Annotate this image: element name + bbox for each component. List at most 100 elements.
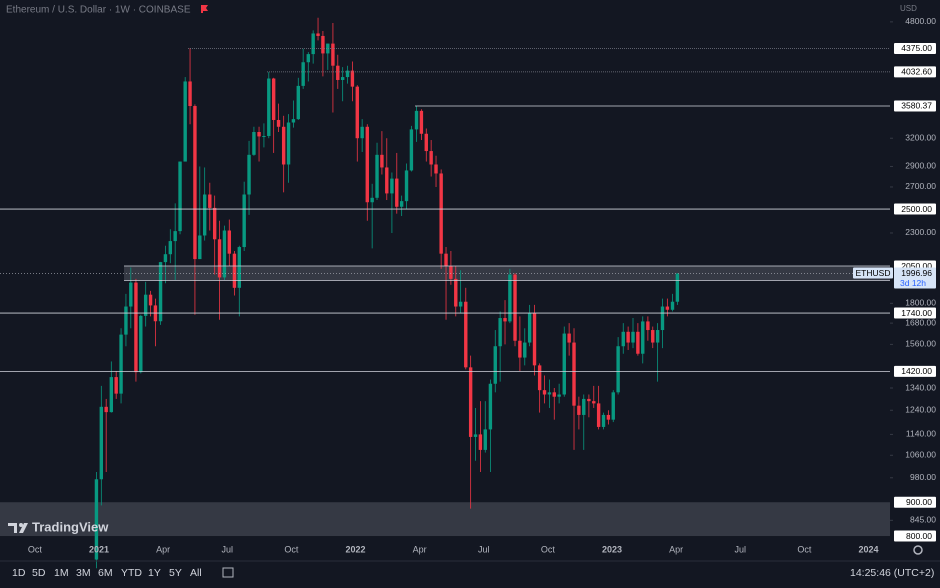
range-button[interactable]: 1D: [12, 567, 26, 579]
candle-body: [296, 85, 300, 120]
candle-body: [336, 65, 340, 80]
countdown: 3d 12h: [900, 278, 926, 288]
x-tick-label: Jul: [221, 544, 233, 554]
candle-body: [395, 178, 399, 207]
candle-body: [660, 306, 665, 331]
overlay: 4800.00 3200.00 2900.00 2700.00 2300.00 1800.…: [0, 16, 936, 554]
logo-mark: [8, 523, 28, 533]
candle-body: [114, 377, 118, 394]
candle-body: [468, 367, 473, 437]
candle-body: [360, 126, 364, 139]
candle-body: [675, 273, 680, 302]
x-tick-label: Apr: [669, 544, 683, 554]
candle-body: [513, 274, 517, 341]
candle-body: [646, 321, 650, 331]
range-button[interactable]: All: [190, 567, 202, 579]
candle-body: [217, 239, 222, 278]
candle-body: [621, 331, 625, 347]
candle-body: [99, 406, 104, 480]
candle-body: [665, 306, 670, 310]
level-label: 800.00: [906, 531, 932, 541]
candle-body: [139, 315, 143, 373]
candle-body: [370, 197, 374, 203]
candle-body: [276, 119, 281, 127]
candle-body: [596, 403, 601, 427]
range-button[interactable]: 1Y: [148, 567, 161, 579]
candle-body: [178, 161, 182, 232]
candle-body: [562, 333, 566, 395]
clock: 14:25:46 (UTC+2): [850, 567, 934, 579]
candle-body: [592, 401, 596, 404]
candle-body: [488, 383, 493, 430]
candle-body: [193, 106, 197, 260]
level-label: 1740.00: [901, 308, 932, 318]
candle-body: [439, 173, 443, 254]
level-box: [894, 365, 936, 377]
candle-body: [267, 78, 271, 136]
candle-body: [173, 231, 177, 242]
candle-body: [651, 330, 655, 343]
calendar[interactable]: [222, 567, 234, 578]
x-tick-label: 2023: [602, 544, 622, 554]
candle-body: [611, 392, 615, 420]
range-button[interactable]: 6M: [98, 567, 113, 579]
x-tick-label: Oct: [797, 544, 812, 554]
candle-body: [188, 81, 192, 107]
y-tick-label: 3200.00: [905, 132, 936, 142]
candle-body: [616, 346, 620, 393]
range-button[interactable]: YTD: [121, 567, 142, 579]
candle-body: [198, 235, 202, 260]
range-button[interactable]: 3M: [76, 567, 91, 579]
candle-body: [345, 70, 350, 78]
candle-body: [641, 321, 645, 354]
candle-body: [94, 479, 99, 560]
candles: [94, 17, 680, 569]
candle-body: [552, 392, 556, 397]
candle-body: [399, 201, 404, 207]
range-button[interactable]: 5Y: [169, 567, 182, 579]
x-tick-label: 2022: [345, 544, 365, 554]
candle-body: [109, 377, 114, 413]
candle-body: [168, 241, 173, 255]
candle-body: [104, 406, 108, 413]
x-tick-label: Apr: [413, 544, 427, 554]
candle-body: [537, 365, 542, 391]
candle-body: [626, 331, 630, 343]
level-box: [894, 203, 936, 215]
candle-body: [631, 331, 635, 343]
y-tick-label: 1800.00: [905, 298, 936, 308]
y-tick-label: 2700.00: [905, 181, 936, 191]
candle-body: [281, 126, 286, 165]
y-tick-label: 1680.00: [905, 317, 936, 327]
compare-icon[interactable]: [222, 567, 234, 578]
candle-body: [212, 207, 217, 240]
candle-body: [577, 405, 581, 415]
candle-body: [350, 70, 355, 87]
candle-body: [124, 306, 128, 335]
candle-body: [355, 86, 359, 139]
level-label: 4032.60: [901, 67, 932, 77]
candle-body: [134, 282, 138, 373]
range-button[interactable]: 5D: [32, 567, 46, 579]
level-box: [894, 42, 936, 54]
candle-body: [301, 62, 305, 86]
gear[interactable]: [913, 545, 923, 555]
candle-body: [311, 33, 315, 55]
y-tick-label: 980.00: [910, 472, 936, 482]
price-box: [894, 267, 936, 289]
zone: [124, 266, 890, 281]
candle-body: [227, 230, 231, 254]
candle-body: [375, 154, 379, 198]
range-button[interactable]: 1M: [54, 567, 69, 579]
y-tick-label: 1340.00: [905, 382, 936, 392]
candle-body: [119, 334, 123, 394]
candle-body: [252, 132, 256, 155]
candle-body: [222, 230, 227, 278]
y-tick-label: 1060.00: [905, 450, 936, 460]
candle-body: [419, 110, 424, 134]
candle-body: [143, 294, 148, 316]
y-tick-label: 1560.00: [905, 339, 936, 349]
settings-icon[interactable]: [913, 545, 923, 555]
candle-body: [572, 342, 576, 406]
